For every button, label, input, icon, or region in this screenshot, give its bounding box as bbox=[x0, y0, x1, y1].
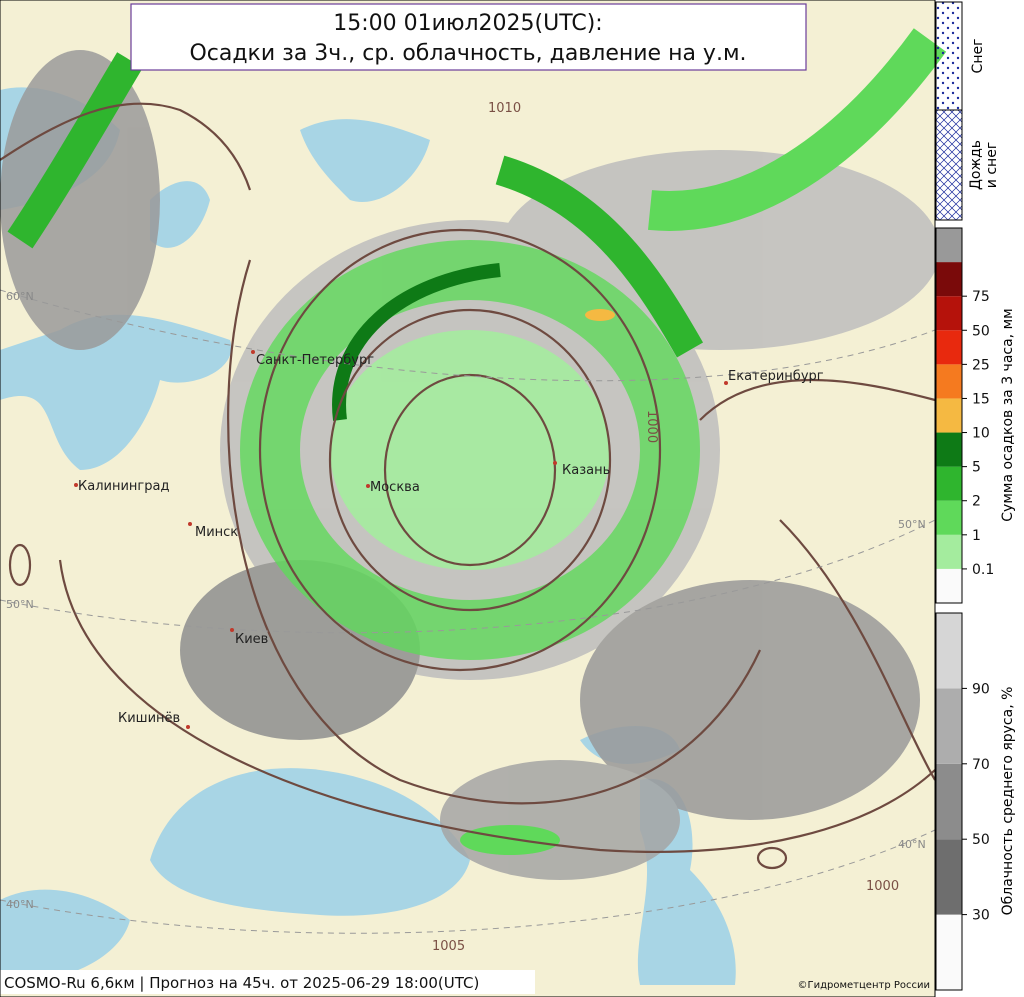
isobar-label: 1005 bbox=[432, 939, 465, 954]
city-label: Казань bbox=[562, 463, 610, 478]
colorbar-segment bbox=[936, 330, 962, 365]
city-label: Калининград bbox=[78, 479, 169, 494]
colorbar-tick-label: 15 bbox=[972, 391, 990, 407]
snow-label: Снег bbox=[970, 39, 986, 74]
isobar-label: 1000 bbox=[866, 879, 899, 894]
water bbox=[0, 889, 130, 985]
lat-label: 50°N bbox=[6, 598, 34, 611]
footer-model: COSMO-Ru 6,6км | Прогноз на 45ч. от 2025… bbox=[4, 974, 479, 992]
isobar-label: 1000 bbox=[644, 410, 659, 443]
city-label: Киев bbox=[235, 632, 268, 647]
colorbar-segment bbox=[936, 262, 962, 297]
colorbar-segment bbox=[936, 568, 962, 603]
lat-label: 40°N bbox=[898, 838, 926, 851]
isobar-label: 1010 bbox=[488, 101, 521, 116]
colorbar-segment bbox=[936, 534, 962, 569]
precip-label: Сумма осадков за 3 часа, мм bbox=[1000, 308, 1016, 521]
colorbar-segment bbox=[936, 688, 962, 764]
colorbar-segment bbox=[936, 500, 962, 535]
city-label: Кишинёв bbox=[118, 711, 180, 726]
city-labels: Санкт-Петербург Екатеринбург Калининград… bbox=[74, 350, 824, 729]
colorbar-tick-label: 50 bbox=[972, 832, 990, 848]
city-label: Минск bbox=[195, 525, 238, 540]
city-label: Санкт-Петербург bbox=[256, 353, 374, 368]
footer-box bbox=[0, 970, 535, 994]
colorbar-segment bbox=[936, 839, 962, 915]
snow-swatch bbox=[935, 1, 963, 111]
city-label: Екатеринбург bbox=[728, 369, 824, 384]
colorbar-tick-label: 70 bbox=[972, 757, 990, 773]
rain-snow-swatch bbox=[935, 109, 963, 221]
colorbar-tick-label: 30 bbox=[972, 908, 990, 924]
water bbox=[0, 314, 232, 470]
lat-label: 40°N bbox=[6, 898, 34, 911]
title-box bbox=[130, 3, 807, 71]
colorbar-frame bbox=[935, 227, 963, 604]
colorbar-tick-label: 0.1 bbox=[972, 562, 994, 578]
colorbar-segment bbox=[936, 296, 962, 331]
colorbar-segment bbox=[936, 763, 962, 840]
colorbar-tick-label: 10 bbox=[972, 426, 990, 442]
subtitle: Осадки за 3ч., ср. облачность, давление … bbox=[189, 41, 746, 66]
lat-label: 50°N bbox=[898, 518, 926, 531]
colorbar-tick-label: 25 bbox=[972, 357, 990, 373]
colorbar-segment bbox=[936, 466, 962, 501]
colorbar-tick-label: 90 bbox=[972, 681, 990, 697]
latitude-labels: 60°N 50°N 50°N 40°N 40°N bbox=[6, 290, 926, 911]
water bbox=[150, 181, 210, 248]
colorbar-tick-label: 1 bbox=[972, 528, 981, 544]
map bbox=[0, 0, 947, 997]
rain-snow-label: Дождьи снег bbox=[968, 140, 1000, 190]
water bbox=[150, 768, 470, 916]
isobar-labels: 1010 1005 1000 1000 bbox=[432, 101, 899, 954]
colorbar-tick-label: 5 bbox=[972, 460, 981, 476]
colorbar-segment bbox=[936, 613, 962, 689]
cloud-label: Облачность среднего яруса, % bbox=[1000, 687, 1016, 916]
map-frame bbox=[0, 0, 936, 997]
title: 15:00 01июл2025(UTC): bbox=[333, 11, 602, 36]
colorbar-tick-label: 50 bbox=[972, 323, 990, 339]
colorbar-segment bbox=[936, 432, 962, 467]
colorbar-segment bbox=[936, 364, 962, 399]
colorbar-segment bbox=[936, 914, 962, 990]
precipitation bbox=[7, 28, 947, 855]
water bbox=[300, 119, 430, 202]
colorbar-tick-label: 75 bbox=[972, 289, 990, 305]
colorbar-segment bbox=[936, 398, 962, 433]
copyright: ©Гидрометцентр России bbox=[798, 980, 931, 991]
city-label: Москва bbox=[370, 480, 420, 495]
graticule bbox=[0, 289, 936, 934]
cloud-colorbar: 30 50 70 90 bbox=[935, 612, 990, 991]
colorbar-tick-label: 2 bbox=[972, 494, 981, 510]
lat-label: 60°N bbox=[6, 290, 34, 303]
colorbar-frame bbox=[935, 612, 963, 991]
isobars bbox=[0, 102, 936, 870]
colorbar-segment bbox=[936, 228, 962, 263]
